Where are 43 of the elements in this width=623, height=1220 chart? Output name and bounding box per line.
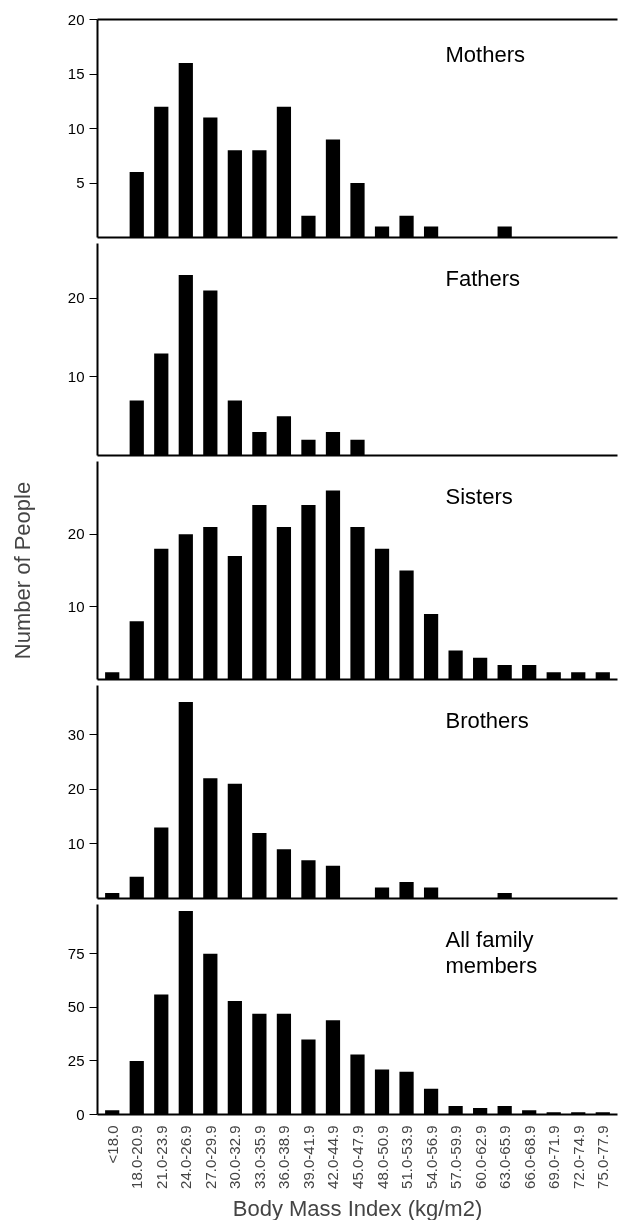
x-tick-label: 36.0-38.9 bbox=[275, 1125, 293, 1189]
y-tick-label: 0 bbox=[76, 1105, 85, 1123]
x-tick-label: 63.0-65.9 bbox=[496, 1125, 514, 1189]
text: Brothers bbox=[445, 707, 529, 733]
x-tick-label: 33.0-35.9 bbox=[250, 1125, 268, 1189]
text: Sisters bbox=[445, 483, 513, 509]
x-tick-label: 66.0-68.9 bbox=[520, 1125, 538, 1189]
x-tick-label: 21.0-23.9 bbox=[152, 1125, 170, 1189]
x-tick-label: 75.0-77.9 bbox=[594, 1125, 612, 1189]
y-tick-label: 30 bbox=[67, 725, 85, 743]
x-tick-label: 69.0-71.9 bbox=[545, 1125, 563, 1189]
y-tick-label: 50 bbox=[67, 998, 85, 1016]
text: All family members bbox=[445, 926, 538, 978]
y-tick-label: 5 bbox=[76, 174, 85, 191]
y-tick-label: 10 bbox=[67, 834, 85, 852]
y-tick-label: 10 bbox=[67, 367, 85, 385]
x-tick-label: 60.0-62.9 bbox=[471, 1125, 489, 1189]
x-tick-label: 48.0-50.9 bbox=[373, 1125, 391, 1189]
x-tick-label: <18.0 bbox=[103, 1125, 121, 1164]
x-tick-label: 18.0-20.9 bbox=[128, 1125, 146, 1189]
y-tick-label: 20 bbox=[67, 10, 85, 28]
y-tick-label: 20 bbox=[67, 780, 85, 798]
x-tick-label: 39.0-41.9 bbox=[299, 1125, 317, 1189]
x-tick-label: 27.0-29.9 bbox=[201, 1125, 219, 1189]
x-tick-label: 54.0-56.9 bbox=[422, 1125, 440, 1189]
y-tick-label: 10 bbox=[67, 597, 85, 615]
x-tick-label: 57.0-59.9 bbox=[447, 1125, 465, 1189]
y-tick-label: 10 bbox=[67, 119, 85, 137]
y-tick-label: 75 bbox=[67, 944, 85, 962]
x-axis-title: Body Mass Index (kg/m2) bbox=[232, 1195, 483, 1220]
y-tick-label: 20 bbox=[67, 525, 85, 543]
text: Fathers bbox=[445, 265, 521, 291]
x-tick-label: 45.0-47.9 bbox=[349, 1125, 366, 1189]
y-tick-label: 25 bbox=[67, 1051, 85, 1069]
x-tick-label: 72.0-74.9 bbox=[569, 1125, 587, 1189]
y-tick-label: 15 bbox=[67, 65, 85, 82]
x-tick-label: 42.0-44.9 bbox=[324, 1125, 342, 1189]
y-axis-title: Number of People bbox=[9, 481, 35, 660]
y-tick-label: 20 bbox=[67, 289, 85, 307]
x-tick-label: 24.0-26.9 bbox=[177, 1125, 195, 1189]
x-tick-label: 51.0-53.9 bbox=[398, 1125, 416, 1189]
x-tick-label: 30.0-32.9 bbox=[226, 1125, 244, 1189]
text: Mothers bbox=[445, 41, 525, 67]
